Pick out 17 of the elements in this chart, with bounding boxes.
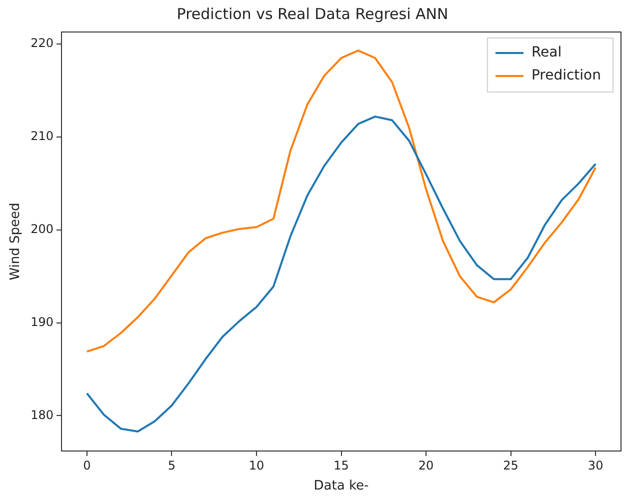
x-tick-label: 20 [418,458,434,472]
y-tick-label: 190 [30,314,54,329]
x-tick-label: 30 [588,458,604,472]
x-tick-label: 0 [83,458,91,472]
chart-title: Prediction vs Real Data Regresi ANN [176,4,448,23]
y-axis-title: Wind Speed [8,202,24,280]
legend-label: Prediction [531,68,602,84]
y-tick-label: 220 [30,36,54,50]
x-tick-label: 25 [503,458,518,472]
y-tick-label: 200 [30,222,54,236]
y-tick-label: 210 [30,129,54,144]
x-tick-label: 15 [334,458,349,472]
x-tick-label: 5 [168,458,176,472]
x-axis-title: Data ke- [314,478,370,494]
x-tick-label: 10 [248,458,264,472]
y-tick-label: 180 [30,408,54,422]
legend-label: Real [531,44,562,61]
